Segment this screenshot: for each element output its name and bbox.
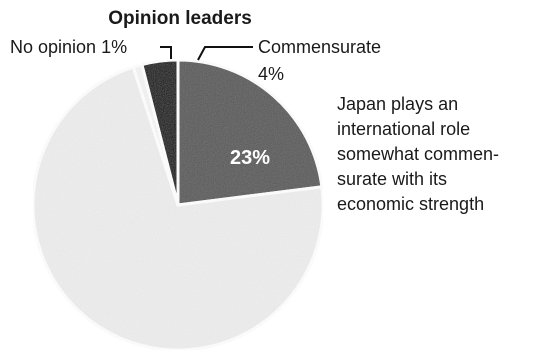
commensurate-leader-line: [197, 46, 253, 61]
somewhat-slice-value: 23%: [230, 147, 270, 169]
somewhat-label-line-1: Japan plays an: [337, 94, 458, 114]
commensurate-label: Commensurate: [258, 37, 381, 57]
pie-slices: [31, 58, 325, 352]
chart-title: Opinion leaders: [108, 8, 252, 29]
somewhat-label-line-3: somewhat commen-: [337, 144, 499, 164]
somewhat-label-line-5: economic strength: [337, 194, 484, 214]
no-opinion-label: No opinion 1%: [10, 37, 127, 57]
slice-somewhat-commensurate: [176, 58, 324, 207]
commensurate-value: 4%: [258, 64, 284, 84]
somewhat-label-line-4: surate with its: [337, 169, 447, 189]
slice-commensurate: [140, 58, 180, 206]
no-opinion-leader-line: [160, 46, 172, 59]
slice-other: [31, 65, 325, 352]
somewhat-label-line-2: international role: [337, 119, 470, 139]
